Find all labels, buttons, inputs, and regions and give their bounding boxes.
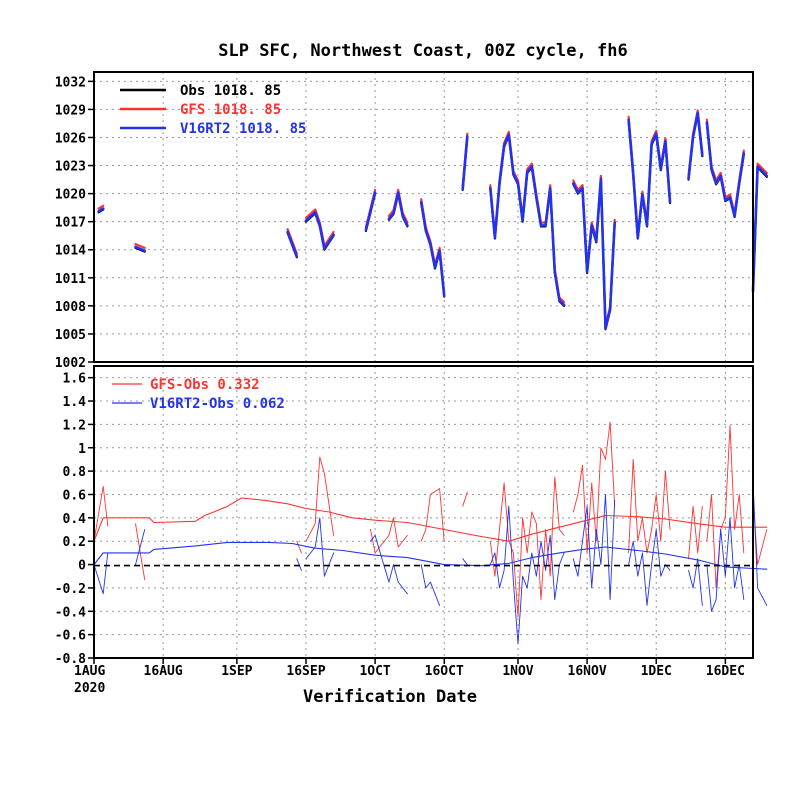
series-line-v16rt2	[387, 191, 409, 227]
series-daily-v16rt2-obs	[706, 517, 745, 612]
series-line-gfs	[420, 198, 446, 294]
bottom-y-tick-label: 1.6	[63, 372, 87, 387]
top-grid	[94, 72, 753, 362]
series-line-v16rt2	[286, 230, 299, 258]
series-daily-gfs-obs	[370, 517, 408, 554]
top-y-tick-label: 1008	[55, 300, 86, 315]
bottom-y-tick-label: 1	[78, 442, 86, 457]
series-daily-gfs-obs	[296, 540, 302, 554]
series-daily-v16rt2-obs	[296, 558, 302, 571]
bottom-panel: -0.8-0.6-0.4-0.200.20.40.60.811.21.41.6 …	[55, 365, 768, 667]
top-y-ticks: 1002 1005 1008 1011 1014 1017 1020 1023 1026 1029…	[55, 75, 94, 371]
series-daily-v16rt2-obs	[489, 505, 565, 645]
top-y-tick-label: 1011	[55, 272, 86, 287]
bottom-y-ticks: -0.8 -0.6 -0.4 -0.2 0 0.2 0.4 0.6 0.8 1 1.2 1.4 1.6	[55, 372, 94, 667]
bottom-y-tick-label: -0.2	[55, 582, 86, 597]
series-line-v16rt2	[134, 245, 146, 252]
bottom-plot-frame	[93, 365, 754, 659]
series-line-v16rt2	[488, 133, 566, 307]
series-daily-gfs-obs	[688, 505, 703, 560]
series-line-v16rt2	[97, 207, 105, 213]
series-mean-gfs-obs	[93, 497, 768, 542]
top-y-tick-label: 1032	[55, 75, 86, 90]
series-daily-gfs-obs	[135, 523, 146, 581]
series-daily-gfs-obs	[572, 421, 616, 554]
series-daily-v16rt2-obs	[688, 558, 703, 606]
top-plot-frame	[93, 71, 754, 363]
bottom-y-tick-label: 0.2	[63, 535, 86, 550]
bottom-y-tick-label: 0.4	[63, 512, 87, 527]
series-line-gfs	[134, 243, 146, 249]
bottom-y-tick-label: 0.8	[63, 465, 87, 480]
top-y-tick-label: 1020	[55, 188, 86, 203]
top-panel: 1002 1005 1008 1011 1014 1017 1020 1023 1026 1029…	[55, 71, 769, 371]
top-y-tick-label: 1029	[55, 103, 86, 118]
bottom-lines	[93, 421, 768, 645]
series-line-v16rt2	[304, 211, 335, 251]
x-tick-label: 1SEP	[221, 664, 252, 679]
bottom-y-tick-label: 1.2	[63, 418, 86, 433]
series-line-v16rt2	[687, 111, 704, 180]
series-line-v16rt2	[627, 118, 672, 239]
series-line-v16rt2	[364, 191, 377, 232]
series-mean-v16rt2-obs	[93, 541, 768, 570]
x-tick-label: 1DEC	[641, 664, 672, 679]
legend-label-obs: Obs 1018. 85	[180, 83, 281, 99]
legend-label-gfs-obs: GFS-Obs 0.332	[150, 377, 260, 393]
series-line-v16rt2	[419, 200, 446, 297]
x-tick-label: 16DEC	[706, 664, 745, 679]
bottom-y-tick-label: -0.4	[55, 605, 86, 620]
x-tick-label: 1OCT	[359, 664, 390, 679]
series-line-gfs	[97, 204, 105, 210]
bottom-y-tick-label: 0.6	[63, 488, 87, 503]
series-daily-v16rt2-obs	[135, 529, 146, 566]
top-y-tick-label: 1005	[55, 328, 86, 343]
series-line-obs	[572, 178, 616, 331]
series-daily-gfs-obs	[628, 458, 671, 554]
x-tick-label: 1NOV	[502, 664, 533, 679]
series-daily-gfs-obs	[305, 456, 335, 542]
chart-title: SLP SFC, Northwest Coast, 00Z cycle, fh6	[218, 41, 627, 61]
series-daily-gfs-obs	[462, 491, 468, 507]
series-daily-v16rt2-obs	[305, 517, 335, 577]
bottom-y-tick-label: -0.6	[55, 629, 86, 644]
series-daily-v16rt2-obs	[628, 529, 671, 606]
bottom-y-tick-label: 1.4	[63, 395, 87, 410]
x-tick-label: 1AUG	[74, 664, 105, 679]
series-line-gfs	[572, 174, 616, 327]
top-y-tick-label: 1002	[55, 356, 86, 371]
x-tick-label: 16SEP	[286, 664, 325, 679]
series-line-v16rt2	[705, 121, 746, 218]
top-y-tick-label: 1017	[55, 216, 86, 231]
series-daily-v16rt2-obs	[462, 558, 468, 566]
series-daily-v16rt2-obs	[752, 480, 768, 606]
series-line-v16rt2	[751, 165, 769, 293]
series-daily-v16rt2-obs	[420, 564, 441, 606]
x-axis: 1AUG 16AUG 1SEP 16SEP 1OCT 16OCT 1NOV 16NOV 1DEC…	[74, 658, 745, 679]
bottom-y-tick-label: -0.8	[55, 652, 86, 667]
x-year-label: 2020	[74, 681, 105, 696]
series-line-v16rt2	[461, 135, 469, 191]
bottom-legend: GFS-Obs 0.332 V16RT2-Obs 0.062	[112, 377, 285, 412]
series-daily-gfs-obs	[93, 485, 109, 542]
series-daily-v16rt2-obs	[93, 552, 109, 595]
x-axis-label: Verification Date	[303, 687, 477, 707]
top-y-tick-label: 1023	[55, 160, 86, 175]
x-tick-label: 16OCT	[425, 664, 464, 679]
x-tick-label: 16NOV	[568, 664, 607, 679]
series-daily-gfs-obs	[489, 476, 565, 618]
bottom-y-tick-label: 0	[78, 559, 86, 574]
top-y-tick-label: 1014	[55, 244, 86, 259]
top-lines	[97, 109, 769, 331]
top-legend: Obs 1018. 85 GFS 1018. 85 V16RT2 1018. 85	[120, 83, 306, 137]
top-y-tick-label: 1026	[55, 131, 86, 146]
series-daily-v16rt2-obs	[370, 534, 408, 595]
legend-label-v16rt2: V16RT2 1018. 85	[180, 121, 306, 137]
legend-label-v16rt2-obs: V16RT2-Obs 0.062	[150, 396, 285, 412]
series-line-v16rt2	[571, 177, 617, 330]
legend-label-gfs: GFS 1018. 85	[180, 102, 281, 118]
series-daily-gfs-obs	[420, 488, 445, 542]
x-tick-label: 16AUG	[144, 664, 183, 679]
